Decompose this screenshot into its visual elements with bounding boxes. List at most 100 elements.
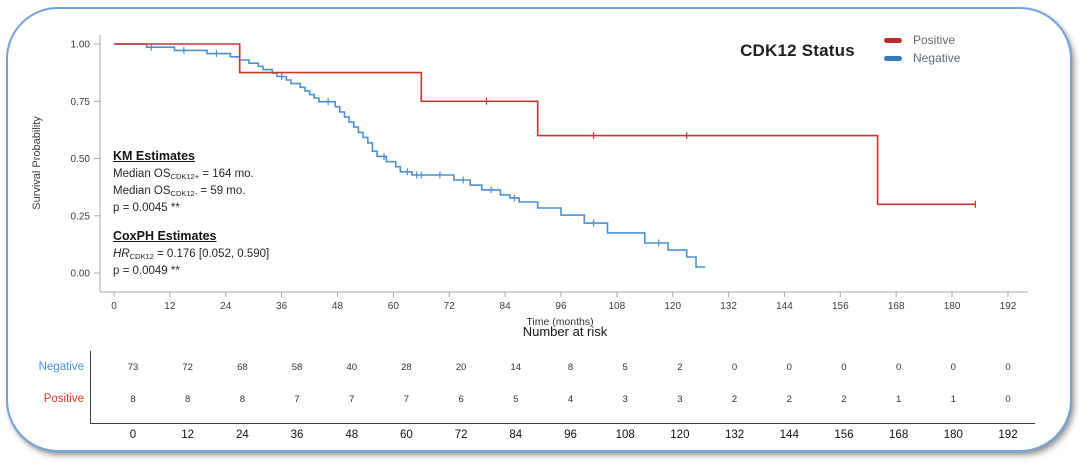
positive-legend-swatch — [884, 37, 902, 43]
risk-count-negative: 0 — [1005, 362, 1011, 373]
x-tick-label: 24 — [220, 301, 232, 312]
coxph-estimate-line: p = 0.0049 ** — [113, 263, 269, 279]
x-tick-label: 180 — [944, 301, 961, 312]
annotation-text: p = 0.0049 ** — [113, 265, 180, 277]
risk-row-label-negative: Negative — [38, 361, 84, 373]
risk-axis-tick-label: 120 — [670, 429, 690, 441]
risk-axis-tick-label: 84 — [509, 429, 523, 441]
negative-legend-swatch — [884, 55, 902, 61]
risk-axis-tick-label: 144 — [779, 429, 799, 441]
subscript-text: CDK12+ — [170, 172, 200, 181]
risk-count-positive: 2 — [731, 394, 738, 405]
y-tick-label: 1.00 — [71, 40, 91, 51]
risk-count-negative: 58 — [291, 362, 303, 373]
km-estimate-line: p = 0.0045 ** — [113, 200, 254, 216]
risk-count-positive: 3 — [677, 394, 683, 405]
risk-axis-tick-label: 192 — [998, 429, 1018, 441]
coxph-estimates-heading: CoxPH Estimates — [113, 229, 217, 243]
risk-axis-tick-label: 48 — [345, 429, 359, 441]
x-tick-label: 36 — [276, 301, 288, 312]
x-tick-label: 96 — [555, 301, 567, 312]
risk-count-negative: 20 — [455, 362, 467, 373]
risk-count-positive: 4 — [567, 394, 574, 405]
risk-axis-tick-label: 132 — [724, 429, 745, 441]
risk-table-axis-vline — [90, 351, 91, 424]
risk-row-label-positive: Positive — [43, 393, 84, 405]
risk-count-negative: 73 — [127, 362, 139, 373]
risk-table-title: Number at risk — [522, 324, 608, 339]
risk-count-positive: 1 — [950, 394, 956, 405]
x-tick-label: 168 — [888, 301, 905, 312]
risk-count-positive: 7 — [294, 394, 300, 405]
annotation-text: = 59 mo. — [197, 185, 246, 197]
risk-axis-tick-label: 180 — [943, 429, 963, 441]
risk-count-positive: 6 — [458, 394, 464, 405]
risk-table-axis-hline — [90, 423, 1035, 424]
risk-count-negative: 0 — [786, 362, 792, 373]
x-tick-label: 84 — [500, 301, 512, 312]
risk-axis-tick-label: 12 — [181, 429, 195, 441]
risk-axis-tick-label: 72 — [454, 429, 468, 441]
annotation-text: Median OS — [113, 185, 171, 197]
annotation-text: p = 0.0045 ** — [113, 202, 180, 214]
km-curve-negative — [114, 43, 706, 268]
risk-axis-tick-label: 36 — [290, 429, 304, 441]
risk-count-positive: 7 — [403, 394, 410, 405]
x-tick-label: 12 — [164, 301, 176, 312]
subscript-text: CDK12 — [129, 252, 154, 261]
km-estimates-heading: KM Estimates — [113, 149, 195, 163]
x-tick-label: 120 — [664, 301, 681, 312]
km-estimate-line: Median OSCDK12+ = 164 mo. — [113, 166, 254, 183]
risk-count-negative: 8 — [567, 362, 574, 373]
risk-count-negative: 5 — [622, 362, 628, 373]
risk-count-negative: 14 — [510, 362, 522, 373]
risk-count-positive: 8 — [239, 394, 246, 405]
negative-legend-label: Negative — [913, 51, 961, 65]
risk-count-positive: 2 — [841, 394, 847, 405]
survival-plot: 1.00 0.75 0.50 0.25 0.00 0 12 24 36 48 60 72 84 96 108… — [31, 35, 1028, 328]
x-tick-label: 144 — [776, 301, 793, 312]
risk-count-negative: 0 — [731, 362, 738, 373]
risk-count-positive: 3 — [622, 394, 628, 405]
risk-axis-tick-label: 96 — [564, 429, 577, 441]
y-tick-label: 0.00 — [71, 269, 91, 280]
km-estimate-line: Median OSCDK12- = 59 mo. — [113, 183, 254, 200]
coxph-estimate-line: HRCDK12 = 0.176 [0.052, 0.590] — [113, 246, 269, 263]
legend-entry-negative: Negative — [884, 51, 961, 65]
rounded-card-border — [6, 7, 1072, 452]
risk-count-positive: 8 — [130, 394, 136, 405]
annotation-text: Median OS — [113, 168, 171, 180]
risk-axis-tick-label: 156 — [834, 429, 854, 441]
y-tick-label: 0.75 — [71, 97, 91, 108]
km-curve-positive — [114, 43, 976, 206]
risk-axis-tick-label: 108 — [615, 429, 635, 441]
x-axis-title: Time (months) — [526, 316, 593, 328]
km-estimates-lines: Median OSCDK12+ = 164 mo. Median OSCDK12-… — [113, 166, 254, 216]
risk-count-positive: 5 — [513, 394, 519, 405]
y-tick-label: 0.50 — [71, 154, 91, 165]
risk-count-negative: 68 — [237, 362, 248, 373]
risk-count-negative: 0 — [895, 362, 902, 373]
risk-axis-tick-label: 24 — [235, 429, 249, 441]
risk-count-negative: 0 — [841, 362, 847, 373]
x-tick-label: 132 — [720, 301, 737, 312]
subscript-text: CDK12- — [170, 189, 198, 198]
coxph-estimates-lines: HRCDK12 = 0.176 [0.052, 0.590] p = 0.0049… — [113, 246, 269, 279]
km-estimates-block: KM Estimates Median OSCDK12+ = 164 mo. Me… — [113, 149, 254, 216]
x-tick-label: 156 — [832, 301, 849, 312]
risk-axis-tick-label: 168 — [889, 429, 909, 441]
x-tick-label: 0 — [111, 301, 117, 312]
x-tick-label: 48 — [332, 301, 344, 312]
annotation-text: = 164 mo. — [199, 168, 254, 180]
risk-count-positive: 7 — [349, 394, 355, 405]
chart-title: CDK12 Status — [740, 41, 855, 60]
coxph-estimates-block: CoxPH Estimates HRCDK12 = 0.176 [0.052, … — [113, 229, 269, 279]
positive-legend-label: Positive — [913, 33, 956, 47]
legend-entry-positive: Positive — [884, 33, 956, 47]
risk-count-negative: 72 — [182, 362, 193, 373]
risk-axis-tick-label: 0 — [129, 429, 137, 441]
y-axis-title: Survival Probability — [31, 116, 43, 210]
risk-count-positive: 8 — [185, 394, 191, 405]
x-tick-label: 108 — [609, 301, 626, 312]
